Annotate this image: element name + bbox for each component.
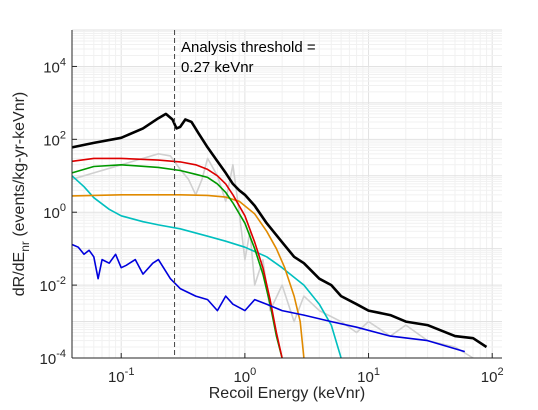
x-tick-label: 102 <box>481 366 504 386</box>
y-tick-label: 104 <box>43 56 66 76</box>
y-tick-label: 10-4 <box>40 348 66 368</box>
x-axis-label: Recoil Energy (keVnr) <box>209 385 366 402</box>
x-tick-label: 10-1 <box>108 366 134 386</box>
series-line-4 <box>71 157 283 359</box>
y-axis-label-prefix: dR/dE <box>11 252 28 296</box>
x-tick-label: 101 <box>357 366 380 386</box>
series-line-0 <box>71 153 474 359</box>
y-axis-label: dR/dEnr (events/kg-yr-keVnr) <box>11 92 32 297</box>
series-line-2 <box>71 194 305 359</box>
axes-frame <box>71 30 502 359</box>
threshold-label-line2: 0.27 keVnr <box>181 59 254 76</box>
series-line-6 <box>71 112 488 349</box>
series-group <box>71 112 488 359</box>
y-tick-label: 100 <box>43 202 66 222</box>
y-tick-label: 102 <box>43 129 66 149</box>
y-axis-label-subscript: nr <box>18 241 32 252</box>
series-line-5 <box>71 243 466 353</box>
x-ticks: 10-1 100 101 102 <box>108 353 504 386</box>
y-axis-label-suffix: (events/kg-yr-keVnr) <box>11 92 28 241</box>
x-tick-label: 100 <box>233 366 256 386</box>
y-tick-label: 10-2 <box>40 275 66 295</box>
series-line-1 <box>71 175 342 359</box>
threshold-label-line1: Analysis threshold = <box>181 39 316 56</box>
y-ticks: 10-4 10-2 100 102 104 <box>40 56 77 368</box>
series-line-3 <box>71 164 283 359</box>
